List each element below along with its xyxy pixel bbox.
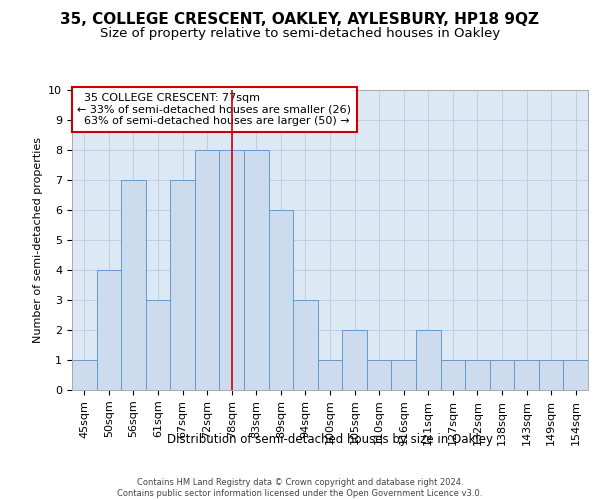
Text: Distribution of semi-detached houses by size in Oakley: Distribution of semi-detached houses by …: [167, 432, 493, 446]
Bar: [514, 360, 539, 390]
Bar: [391, 360, 416, 390]
Bar: [220, 150, 244, 390]
Bar: [293, 300, 318, 390]
Text: 35 COLLEGE CRESCENT: 77sqm
← 33% of semi-detached houses are smaller (26)
  63% : 35 COLLEGE CRESCENT: 77sqm ← 33% of semi…: [77, 93, 351, 126]
Bar: [195, 150, 220, 390]
Text: 35, COLLEGE CRESCENT, OAKLEY, AYLESBURY, HP18 9QZ: 35, COLLEGE CRESCENT, OAKLEY, AYLESBURY,…: [61, 12, 539, 28]
Bar: [342, 330, 367, 390]
Text: Contains HM Land Registry data © Crown copyright and database right 2024.
Contai: Contains HM Land Registry data © Crown c…: [118, 478, 482, 498]
Bar: [269, 210, 293, 390]
Bar: [121, 180, 146, 390]
Text: Size of property relative to semi-detached houses in Oakley: Size of property relative to semi-detach…: [100, 28, 500, 40]
Bar: [539, 360, 563, 390]
Y-axis label: Number of semi-detached properties: Number of semi-detached properties: [33, 137, 43, 343]
Bar: [318, 360, 342, 390]
Bar: [146, 300, 170, 390]
Bar: [416, 330, 440, 390]
Bar: [244, 150, 269, 390]
Bar: [170, 180, 195, 390]
Bar: [97, 270, 121, 390]
Bar: [72, 360, 97, 390]
Bar: [563, 360, 588, 390]
Bar: [465, 360, 490, 390]
Bar: [367, 360, 391, 390]
Bar: [440, 360, 465, 390]
Bar: [490, 360, 514, 390]
